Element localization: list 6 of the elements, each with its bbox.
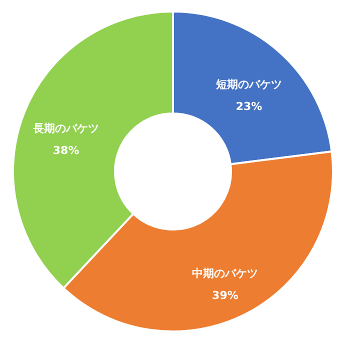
data-label: 39% xyxy=(212,288,238,302)
data-label: 38% xyxy=(52,144,80,158)
slice-label: 中期のバケツ xyxy=(192,266,258,280)
slice-label: 長期のバケツ xyxy=(32,122,100,136)
slice-label: 短期のバケツ xyxy=(215,78,282,92)
data-label: 23% xyxy=(236,100,262,114)
